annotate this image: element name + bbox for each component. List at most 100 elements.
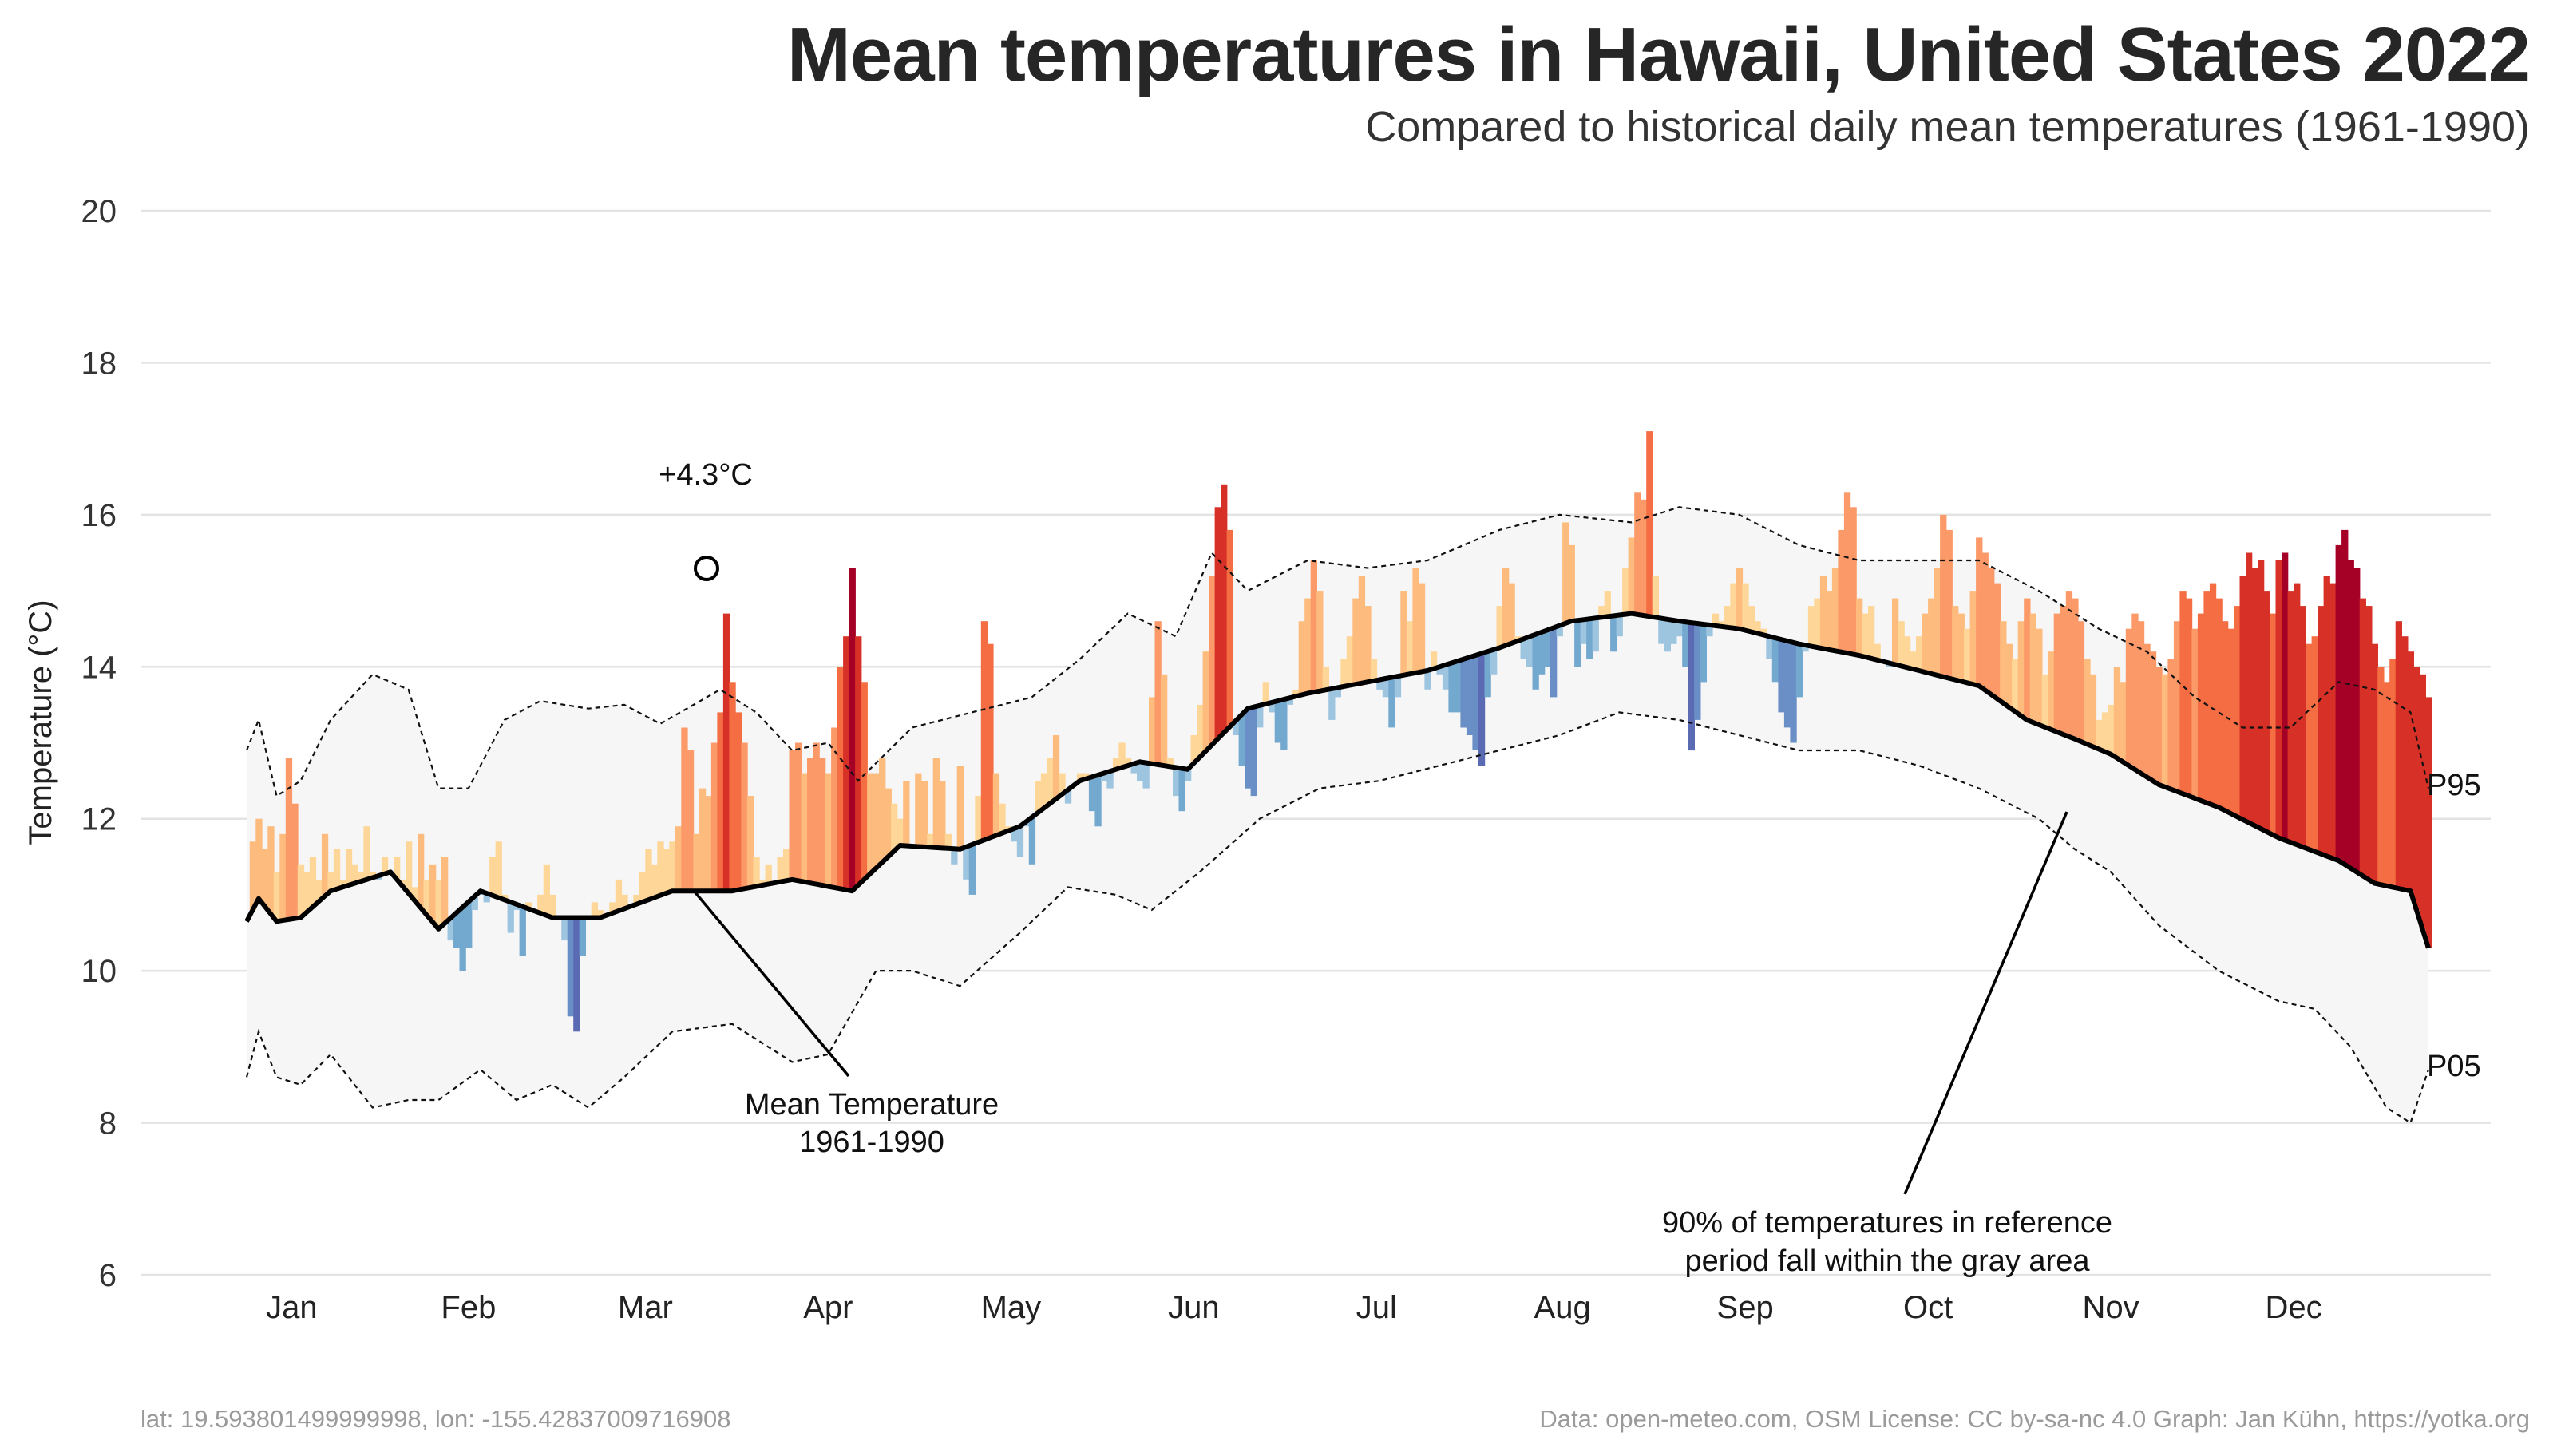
daily-bar [453, 912, 461, 948]
daily-bar [1916, 636, 1923, 671]
daily-bar [309, 857, 317, 908]
daily-bar [1766, 636, 1773, 659]
daily-bar [1988, 568, 1995, 694]
daily-bar [1778, 639, 1785, 713]
band-annotation-line2: period fall within the gray area [1685, 1244, 2091, 1278]
daily-bar [1304, 598, 1312, 694]
y-tick-6: 6 [99, 1258, 117, 1293]
daily-bar [2246, 552, 2253, 823]
daily-bar [2377, 667, 2385, 885]
daily-bar [1562, 522, 1569, 623]
y-tick-16: 16 [81, 498, 117, 533]
daily-bar [825, 773, 832, 887]
daily-bar [1807, 606, 1815, 647]
daily-bar [765, 864, 772, 884]
daily-bar [897, 818, 904, 845]
daily-bar [2005, 643, 2013, 707]
daily-bar [1670, 620, 1677, 644]
daily-bar [447, 918, 454, 941]
daily-bar [345, 849, 353, 885]
daily-bar [1209, 576, 1216, 746]
daily-bar [645, 849, 652, 900]
daily-bar [579, 917, 586, 956]
daily-bar [1658, 618, 1665, 644]
daily-bar [423, 879, 430, 915]
daily-bar [2353, 568, 2361, 872]
daily-bar [849, 568, 856, 892]
daily-bar [1106, 771, 1114, 789]
daily-bar [2425, 697, 2432, 948]
daily-bar [1622, 568, 1629, 615]
daily-bar [297, 864, 305, 918]
daily-bar [2365, 606, 2373, 880]
daily-bar [759, 879, 766, 885]
daily-bar [1340, 659, 1348, 687]
mean-annotation-line1: Mean Temperature [745, 1088, 999, 1122]
daily-bar [2287, 591, 2294, 843]
daily-bar [1520, 639, 1527, 659]
daily-bar [1730, 583, 1737, 628]
daily-bar [729, 682, 736, 892]
daily-bar [1064, 789, 1072, 804]
daily-bar [1574, 620, 1581, 667]
daily-bar [2089, 674, 2097, 747]
daily-bar [1142, 762, 1150, 789]
daily-bar [597, 910, 604, 918]
daily-bar [2407, 651, 2414, 892]
daily-bar [1370, 659, 1378, 681]
daily-bar [693, 833, 700, 892]
daily-bar [944, 833, 952, 849]
daily-bar [519, 906, 526, 956]
daily-bar [1957, 613, 1965, 682]
daily-bar [1819, 576, 1827, 649]
daily-bar [681, 727, 688, 892]
daily-bar [351, 864, 358, 884]
daily-bar [1430, 651, 1438, 669]
y-tick-8: 8 [99, 1106, 117, 1141]
x-tick-jan: Jan [266, 1290, 318, 1325]
axes: Temperature (°C) Jan Feb Mar Apr May Jun Jul Au… [23, 599, 2322, 1325]
daily-bar [327, 872, 334, 892]
daily-bar [609, 902, 616, 913]
daily-bar [321, 833, 329, 896]
daily-bar [1700, 624, 1707, 682]
daily-bar [1059, 773, 1066, 795]
daily-bar [2329, 583, 2337, 859]
daily-bar [1652, 576, 1659, 618]
daily-bar [1868, 606, 1875, 659]
daily-bar [333, 849, 341, 889]
mean-line [244, 611, 2431, 949]
daily-bar [1310, 560, 1317, 693]
daily-bar [1910, 651, 1917, 670]
daily-bar [249, 841, 257, 910]
daily-bar [801, 773, 808, 882]
daily-bar [1754, 621, 1761, 634]
daily-bar [1130, 763, 1138, 774]
daily-bar [1892, 598, 1899, 665]
daily-bar [932, 758, 940, 848]
daily-bar [2359, 598, 2366, 876]
daily-bar [2383, 682, 2390, 886]
daily-bar [1166, 758, 1174, 767]
daily-bar [651, 864, 659, 898]
daily-bar [2131, 613, 2139, 770]
daily-bar [459, 907, 466, 971]
daily-bar [2048, 651, 2055, 730]
daily-bar [705, 796, 712, 892]
daily-bar [633, 894, 640, 904]
daily-bar [807, 758, 814, 884]
daily-bar [1028, 817, 1036, 864]
x-tick-may: May [981, 1290, 1042, 1325]
daily-bar [507, 902, 514, 933]
daily-bar [561, 917, 568, 941]
daily-bar [339, 879, 346, 888]
daily-bar [1952, 606, 1959, 680]
y-tick-10: 10 [81, 954, 117, 989]
chart-title: Mean temperatures in Hawaii, United Stat… [786, 12, 2531, 97]
daily-bar [2137, 621, 2145, 774]
daily-bar [987, 643, 994, 838]
daily-bar [1083, 773, 1090, 779]
daily-bar [357, 872, 365, 882]
daily-bar [1197, 704, 1204, 758]
